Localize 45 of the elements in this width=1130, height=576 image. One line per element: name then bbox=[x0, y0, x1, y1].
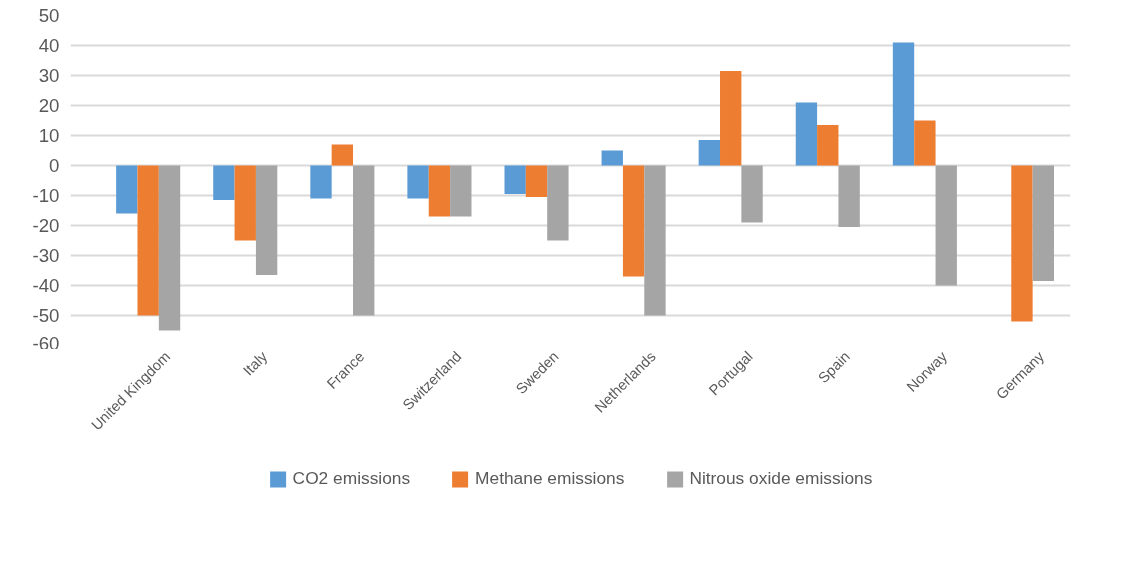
bar bbox=[838, 165, 860, 227]
y-tick-label: -30 bbox=[32, 245, 60, 266]
y-tick-label: -50 bbox=[32, 305, 60, 326]
bar bbox=[331, 144, 354, 166]
bar bbox=[1011, 165, 1033, 322]
bar bbox=[158, 165, 181, 331]
bar bbox=[310, 165, 332, 199]
y-tick-label: 10 bbox=[38, 125, 60, 146]
bar bbox=[892, 42, 915, 166]
y-tick-label: -40 bbox=[32, 275, 60, 296]
y-tick-label: 50 bbox=[38, 5, 60, 26]
bar bbox=[644, 165, 666, 316]
bar bbox=[547, 165, 569, 241]
bar bbox=[698, 140, 721, 166]
bar bbox=[622, 165, 645, 277]
bar bbox=[407, 165, 429, 199]
bar bbox=[213, 165, 235, 200]
bar bbox=[817, 125, 839, 166]
bar bbox=[525, 165, 548, 197]
x-tick-label: Italy bbox=[240, 347, 271, 379]
legend-label: Methane emissions bbox=[475, 468, 625, 489]
bar bbox=[601, 150, 623, 166]
bar bbox=[234, 165, 256, 241]
y-tick-label: -60 bbox=[32, 332, 60, 354]
bar bbox=[795, 102, 818, 166]
legend-label: CO2 emissions bbox=[292, 468, 411, 489]
bar bbox=[255, 165, 278, 275]
y-tick-label: 0 bbox=[49, 155, 60, 176]
bar bbox=[353, 165, 375, 316]
legend-label: Nitrous oxide emissions bbox=[689, 468, 873, 489]
bar bbox=[914, 120, 936, 166]
y-tick-label: -20 bbox=[32, 215, 60, 236]
bar bbox=[428, 165, 451, 217]
bar bbox=[504, 165, 526, 194]
bar bbox=[720, 71, 742, 166]
y-tick-label: 30 bbox=[38, 65, 60, 86]
y-tick-label: 20 bbox=[38, 95, 60, 116]
bar bbox=[1032, 165, 1054, 281]
y-tick-label: -10 bbox=[32, 185, 60, 206]
bar bbox=[935, 165, 957, 286]
bar bbox=[137, 165, 159, 316]
bar bbox=[450, 165, 472, 217]
bar bbox=[116, 165, 138, 214]
y-tick-label: 40 bbox=[38, 35, 60, 56]
bar bbox=[741, 165, 763, 223]
